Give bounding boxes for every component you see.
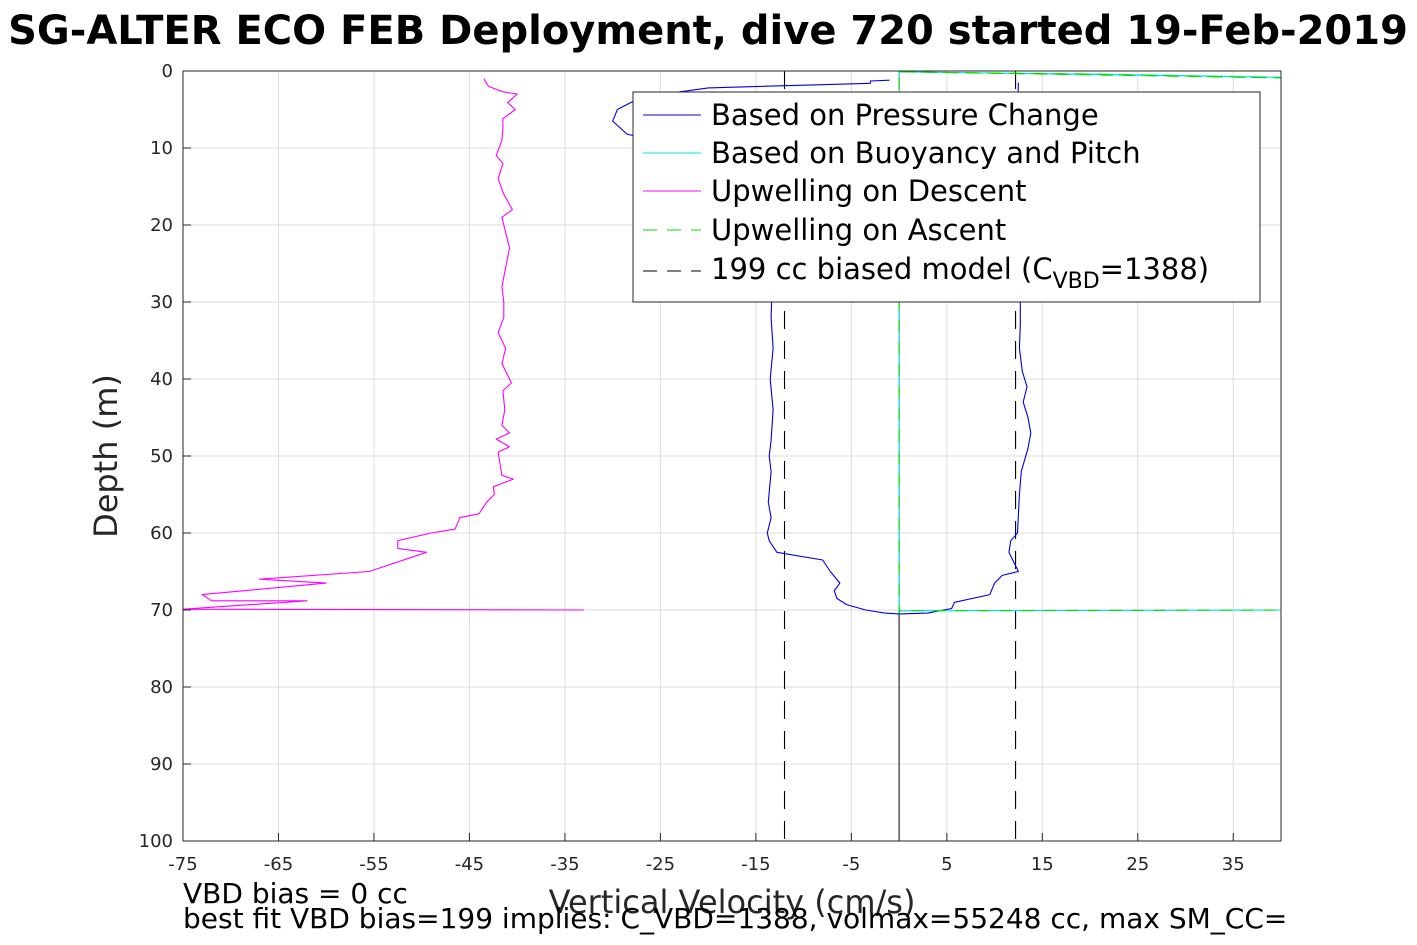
y-tick-label: 100 bbox=[139, 831, 173, 852]
chart-title: SG-ALTER ECO FEB Deployment, dive 720 st… bbox=[8, 8, 1408, 54]
legend-model-prefix: 199 cc biased model (C bbox=[711, 252, 1053, 286]
legend-label-up-ascent: Upwelling on Ascent bbox=[711, 213, 1006, 247]
y-tick-label: 20 bbox=[150, 215, 173, 236]
legend-model-subscript: VBD bbox=[1053, 269, 1100, 294]
x-tick-label: 5 bbox=[941, 854, 952, 875]
x-tick-label: -65 bbox=[264, 854, 293, 875]
legend-model-suffix: =1388) bbox=[1100, 252, 1209, 286]
legend-box bbox=[632, 91, 1261, 303]
footnote-vbd-bias: VBD bias = 0 cc bbox=[183, 877, 408, 910]
x-tick-label: -35 bbox=[550, 854, 579, 875]
x-tick-label: -25 bbox=[646, 854, 675, 875]
series-upwelling-ascent bbox=[898, 71, 1282, 614]
y-tick-label: 50 bbox=[150, 446, 173, 467]
x-tick-label: -45 bbox=[455, 854, 484, 875]
legend-label-buoyancy: Based on Buoyancy and Pitch bbox=[711, 136, 1141, 170]
legend-label-model: 199 cc biased model (CVBD=1388) bbox=[711, 252, 1209, 294]
legend: Based on Pressure Change Based on Buoyan… bbox=[632, 91, 1261, 303]
y-tick-label: 80 bbox=[150, 677, 173, 698]
footnote-best-fit: best fit VBD bias=199 implies: C_VBD=138… bbox=[183, 902, 1287, 935]
x-tick-label: 15 bbox=[1031, 854, 1054, 875]
y-tick-label: 10 bbox=[150, 138, 173, 159]
x-tick-label: -5 bbox=[842, 854, 860, 875]
x-tick-label: 25 bbox=[1126, 854, 1149, 875]
x-tick-label: -55 bbox=[359, 854, 388, 875]
legend-label-pressure: Based on Pressure Change bbox=[711, 98, 1099, 132]
y-tick-label: 90 bbox=[150, 754, 173, 775]
x-tick-labels: -75 -65 -55 -45 -35 -25 -15 -5 5 15 25 35 bbox=[168, 833, 1245, 875]
y-axis-label: Depth (m) bbox=[87, 374, 125, 538]
y-tick-label: 30 bbox=[150, 292, 173, 313]
y-tick-label: 0 bbox=[162, 61, 173, 82]
x-axis-label: Vertical Velocity (cm/s) bbox=[549, 883, 916, 921]
y-tick-label: 40 bbox=[150, 369, 173, 390]
x-tick-label: -15 bbox=[741, 854, 770, 875]
x-tick-label: 35 bbox=[1222, 854, 1245, 875]
legend-label-up-descent: Upwelling on Descent bbox=[711, 174, 1027, 208]
y-tick-labels: 0 10 20 30 40 50 60 70 80 90 100 bbox=[139, 61, 191, 852]
series-upwelling-descent bbox=[182, 78, 585, 611]
x-tick-label: -75 bbox=[168, 854, 197, 875]
y-tick-label: 60 bbox=[150, 523, 173, 544]
y-tick-label: 70 bbox=[150, 600, 173, 621]
